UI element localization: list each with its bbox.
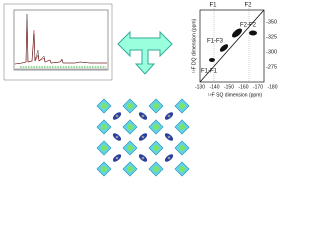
crystal-structure [96,98,190,177]
x-tick-label: -140 [209,84,219,90]
atom [141,114,145,118]
polyhedron-core [127,103,133,109]
atom [115,156,119,160]
polyhedron-core [179,166,185,172]
peak-label: F2 [244,3,252,9]
x-tick-label: -150 [224,84,234,90]
polyhedron-core [101,166,107,172]
peak-label: F1-F3 [207,39,224,45]
polyhedron-core [101,124,107,130]
x-tick-label: -130 [195,84,205,90]
y-tick-label: -275 [266,64,277,70]
y-tick-label: -325 [266,34,277,40]
atom [115,135,119,139]
arrow [117,30,173,75]
polyhedron-core [179,103,185,109]
polyhedron-core [153,166,159,172]
atom [141,135,145,139]
polyhedron-core [101,145,107,151]
y-axis-label: ¹⁹F DQ dimension (ppm) [191,18,197,73]
peak-label: F1-F1 [201,69,218,75]
polyhedron-core [153,103,159,109]
y-tick-label: -300 [266,49,277,55]
graphical-abstract: F1 F2 F2-F2 F1-F3 F1-F1 ¹⁹F SQ dimension… [3,3,278,177]
atom [167,135,171,139]
atom [167,114,171,118]
peak-label: F2-F2 [240,23,257,29]
polyhedron-core [127,124,133,130]
x-axis-label: ¹⁹F SQ dimension (ppm) [208,92,262,98]
xrd-panel [3,3,113,81]
polyhedron-core [127,145,133,151]
polyhedron-core [179,124,185,130]
x-tick-label: -170 [253,84,263,90]
nmr-panel [199,8,265,83]
peak-label: F1 [209,3,217,9]
polyhedron-core [153,124,159,130]
polyhedron-core [153,145,159,151]
atom [141,156,145,160]
atom [115,114,119,118]
polyhedron-core [127,166,133,172]
ticks: -130 -140 -150 -160 -170 -180 -350 -325 -300 -275 [195,19,278,90]
polyhedron-core [101,103,107,109]
y-tick-label: -350 [266,19,277,25]
x-tick-label: -160 [238,84,248,90]
polyhedron-core [179,145,185,151]
x-tick-label: -180 [267,84,277,90]
atom [167,156,171,160]
